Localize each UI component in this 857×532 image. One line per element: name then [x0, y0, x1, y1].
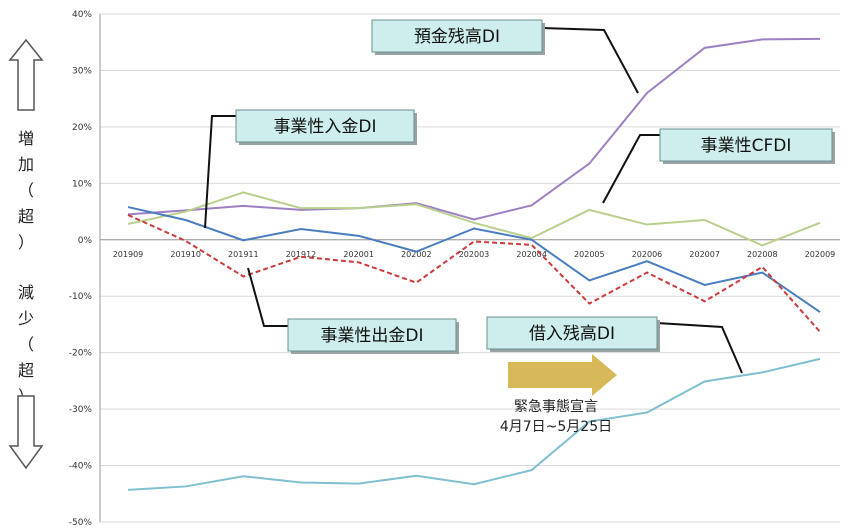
- x-tick-label: 201909: [113, 250, 144, 259]
- decrease-char: （: [17, 335, 34, 354]
- increase-label: 増 加 （ 超 ）: [6, 126, 46, 256]
- x-tick-label: 202004: [516, 250, 547, 259]
- y-tick-label: -30%: [69, 405, 93, 415]
- y-tick-label: 40%: [72, 10, 92, 20]
- x-tick-label: 202005: [574, 250, 605, 259]
- series-line: [127, 37, 821, 221]
- callout-label: 事業性CFDI: [701, 136, 792, 156]
- callout-leader: [204, 115, 236, 229]
- down-arrow-icon: [8, 395, 44, 470]
- annotation-line1: 緊急事態宣言: [514, 399, 598, 415]
- callout-box: [486, 316, 658, 350]
- y-tick-label: -10%: [69, 292, 93, 302]
- x-tick-label: 201910: [170, 250, 201, 259]
- x-tick-label: 202001: [343, 250, 374, 259]
- x-tick-label: 202009: [805, 250, 836, 259]
- series-line: [127, 191, 821, 247]
- y-tick-label: -20%: [69, 349, 93, 359]
- y-tick-label: 20%: [72, 123, 92, 133]
- callout-leader: [602, 134, 660, 204]
- decrease-char: 減: [17, 283, 34, 302]
- callout-box: [235, 109, 415, 143]
- callout-box: [659, 128, 833, 162]
- y-tick-label: 10%: [72, 179, 92, 189]
- x-tick-label: 202007: [689, 250, 720, 259]
- y-tick-label: -40%: [69, 462, 93, 472]
- increase-char: 加: [17, 155, 34, 174]
- series-line: [127, 206, 821, 313]
- callout-leader: [247, 267, 288, 327]
- series-line: [127, 357, 821, 491]
- callout-box: [287, 318, 457, 352]
- increase-char: 超: [17, 207, 34, 226]
- increase-char: 増: [17, 129, 34, 148]
- y-tick-label: 30%: [72, 66, 92, 76]
- callout-label: 預金残高DI: [414, 27, 500, 47]
- callout-leader: [656, 322, 743, 374]
- x-tick-label: 202002: [401, 250, 432, 259]
- decrease-label: 減 少 （ 超 ）: [6, 280, 46, 410]
- callout-leader: [541, 27, 639, 94]
- increase-char: ）: [17, 233, 34, 252]
- annotation-line2: 4月7日~5月25日: [500, 419, 612, 435]
- right-arrow-icon: [508, 354, 617, 396]
- callout-label: 借入残高DI: [529, 324, 615, 344]
- callout-label: 事業性入金DI: [273, 117, 376, 137]
- x-tick-label: 202003: [459, 250, 490, 259]
- callout-label: 事業性出金DI: [320, 326, 423, 346]
- up-arrow-icon: [8, 38, 44, 111]
- x-tick-label: 201912: [286, 250, 317, 259]
- series-line: [127, 214, 821, 333]
- y-tick-label: -50%: [69, 518, 93, 528]
- x-tick-label: 202006: [632, 250, 663, 259]
- decrease-char: 少: [17, 309, 34, 328]
- callout-box: [371, 19, 543, 53]
- x-tick-label: 201911: [228, 250, 259, 259]
- decrease-char: 超: [17, 361, 34, 380]
- increase-char: （: [17, 181, 34, 200]
- y-tick-label: 0%: [78, 236, 93, 246]
- x-tick-label: 202008: [747, 250, 778, 259]
